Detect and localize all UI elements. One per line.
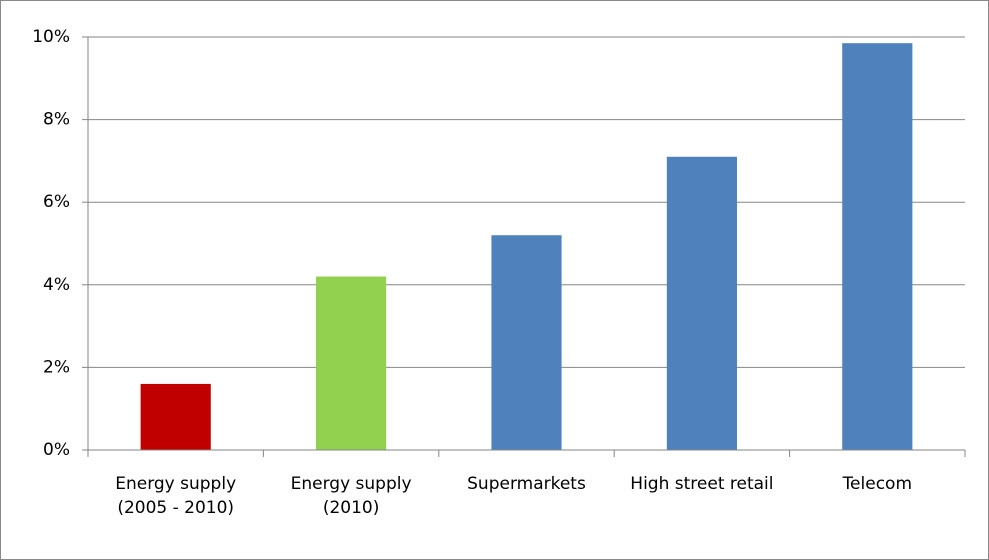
- x-tick-label: Supermarkets: [467, 474, 586, 494]
- y-tick-label: 8%: [43, 110, 70, 130]
- bar: [140, 383, 211, 450]
- x-tick-label: Energy supply (2005 - 2010): [115, 474, 237, 518]
- y-tick-label: 10%: [32, 27, 70, 47]
- y-tick-label: 0%: [43, 440, 70, 460]
- y-tick-label: 2%: [43, 357, 70, 377]
- bar: [491, 235, 562, 450]
- y-tick-label: 4%: [43, 275, 70, 295]
- x-tick-label: Telecom: [842, 474, 913, 494]
- bar: [316, 276, 387, 450]
- x-tick-label: High street retail: [630, 474, 774, 494]
- bar: [666, 156, 737, 450]
- bar: [842, 43, 913, 450]
- y-tick-label: 6%: [43, 192, 70, 212]
- x-tick-label: Energy supply (2010): [290, 474, 412, 518]
